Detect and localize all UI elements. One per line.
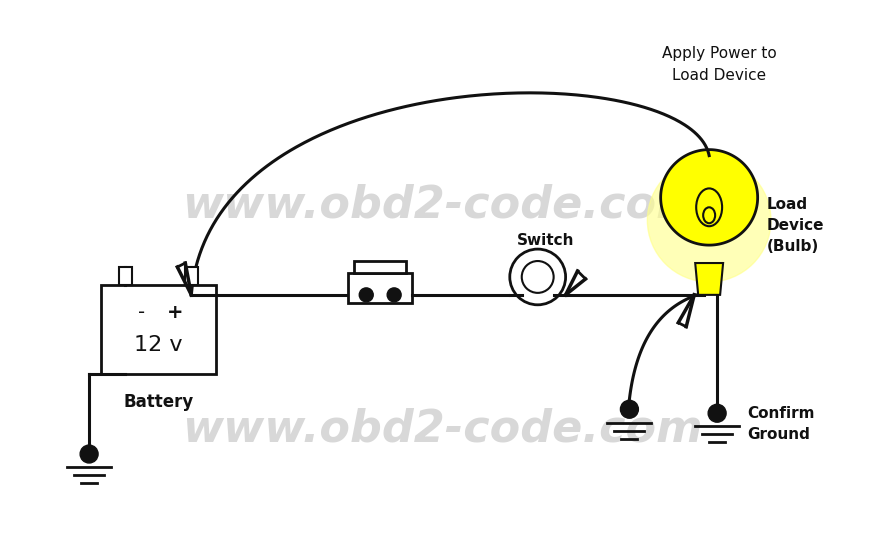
Circle shape [359, 288, 373, 302]
Bar [119, 267, 132, 285]
Circle shape [80, 445, 98, 463]
Text: Battery: Battery [123, 393, 194, 411]
Text: www.obd2-code.com: www.obd2-code.com [182, 408, 702, 450]
Polygon shape [695, 263, 723, 295]
Bar [354, 261, 406, 273]
Circle shape [647, 158, 771, 282]
Bar [185, 267, 198, 285]
Circle shape [522, 261, 553, 293]
Circle shape [387, 288, 401, 302]
Text: Switch: Switch [517, 233, 575, 248]
Text: Load
Device
(Bulb): Load Device (Bulb) [767, 197, 825, 254]
Text: Apply Power to
Load Device: Apply Power to Load Device [662, 46, 776, 83]
Text: Confirm
Ground: Confirm Ground [747, 406, 814, 442]
Text: 12 v: 12 v [134, 334, 183, 355]
Text: -: - [138, 303, 145, 322]
Circle shape [708, 404, 726, 422]
Bar [348, 273, 412, 303]
Text: +: + [167, 303, 184, 322]
Circle shape [510, 249, 566, 305]
Polygon shape [660, 150, 758, 245]
Text: www.obd2-code.com: www.obd2-code.com [182, 184, 702, 227]
Bar [101, 285, 216, 374]
Circle shape [621, 400, 638, 418]
